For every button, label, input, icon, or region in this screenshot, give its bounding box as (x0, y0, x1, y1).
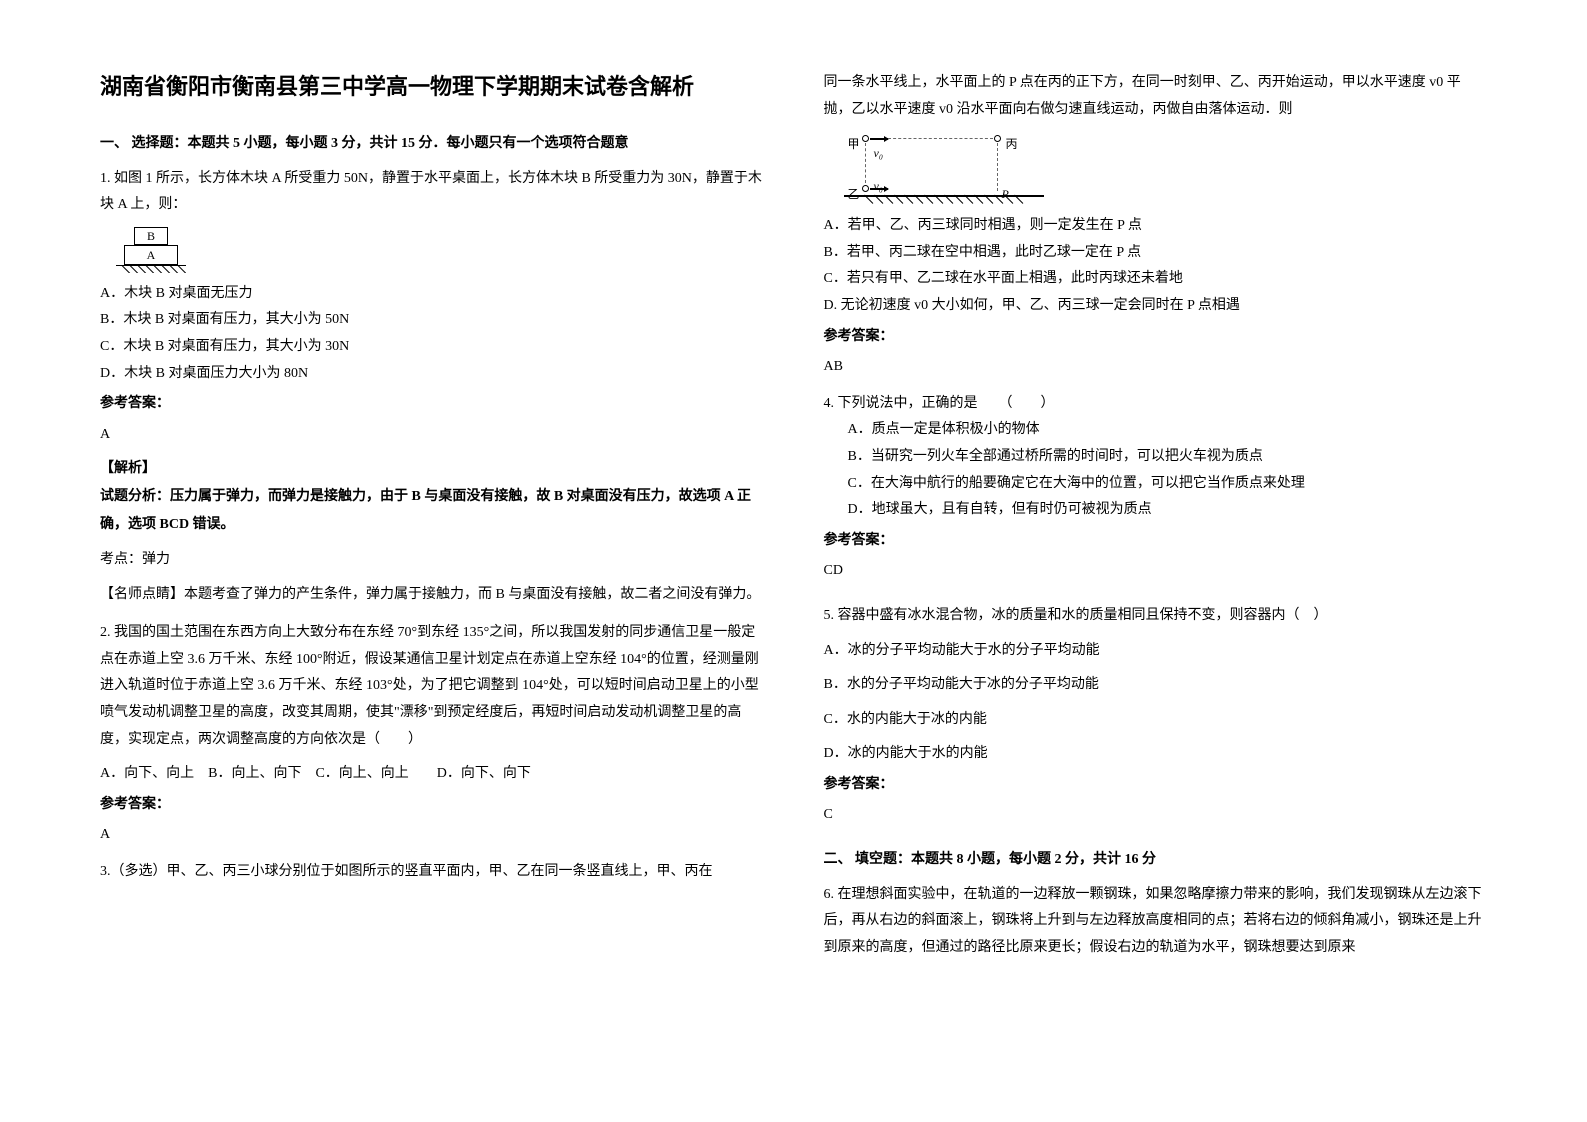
q5-answer-label: 参考答案： (824, 772, 1488, 799)
q4-option-d: D．地球虽大，且有自转，但有时仍可被视为质点 (824, 497, 1488, 524)
q4-option-b: B．当研究一列火车全部通过桥所需的时间时，可以把火车视为质点 (824, 444, 1488, 471)
q1-point: 考点：弹力 (100, 547, 764, 574)
right-column: 同一条水平线上，水平面上的 P 点在丙的正下方，在同一时刻甲、乙、丙开始运动，甲… (824, 70, 1488, 1082)
q3-option-a: A．若甲、乙、丙三球同时相遇，则一定发生在 P 点 (824, 213, 1488, 240)
question-3-intro: 3.（多选）甲、乙、丙三小球分别位于如图所示的竖直平面内，甲、乙在同一条竖直线上… (100, 859, 764, 886)
label-jia: 甲 (848, 133, 860, 156)
q2-answer-label: 参考答案： (100, 792, 764, 819)
q3-answer-label: 参考答案： (824, 324, 1488, 351)
label-bing: 丙 (1006, 133, 1018, 156)
question-4: 4. 下列说法中，正确的是 （ ） A．质点一定是体积极小的物体 B．当研究一列… (824, 391, 1488, 591)
q1-option-a: A．木块 B 对桌面无压力 (100, 281, 764, 308)
q3-intro: 3.（多选）甲、乙、丙三小球分别位于如图所示的竖直平面内，甲、乙在同一条竖直线上… (100, 859, 764, 886)
dashed-vertical-right (997, 143, 998, 191)
point-jia (862, 135, 869, 142)
q4-answer: CD (824, 558, 1488, 585)
dashed-vertical-left (865, 143, 866, 183)
q1-teacher-note: 【名师点睛】本题考查了弹力的产生条件，弹力属于接触力，而 B 与桌面没有接触，故… (100, 582, 764, 609)
question-6: 6. 在理想斜面实验中，在轨道的一边释放一颗钢珠，如果忽略摩擦力带来的影响，我们… (824, 882, 1488, 962)
q5-text: 5. 容器中盛有冰水混合物，冰的质量和水的质量相同且保持不变，则容器内（ ） (824, 603, 1488, 630)
q3-diagram: 甲 v₀ 丙 乙 v₀ P (844, 133, 1044, 203)
q5-answer: C (824, 802, 1488, 829)
section-2-header: 二、 填空题：本题共 8 小题，每小题 2 分，共计 16 分 (824, 847, 1488, 874)
q5-option-d: D．冰的内能大于水的内能 (824, 741, 1488, 768)
q3-option-b: B．若甲、丙二球在空中相遇，此时乙球一定在 P 点 (824, 240, 1488, 267)
q4-answer-label: 参考答案： (824, 528, 1488, 555)
q3-option-d: D. 无论初速度 v0 大小如何，甲、乙、丙三球一定会同时在 P 点相遇 (824, 293, 1488, 320)
q3-cont: 同一条水平线上，水平面上的 P 点在丙的正下方，在同一时刻甲、乙、丙开始运动，甲… (824, 70, 1488, 123)
q1-option-d: D．木块 B 对桌面压力大小为 80N (100, 361, 764, 388)
q1-analysis-text: 试题分析：压力属于弹力，而弹力是接触力，由于 B 与桌面没有接触，故 B 对桌面… (100, 483, 764, 539)
label-v0-1: v₀ (874, 142, 884, 165)
q4-text: 4. 下列说法中，正确的是 （ ） (824, 391, 1488, 418)
ground-right (844, 195, 1044, 203)
question-1: 1. 如图 1 所示，长方体木块 A 所受重力 50N，静置于水平桌面上，长方体… (100, 166, 764, 609)
question-2: 2. 我国的国土范围在东西方向上大致分布在东经 70°到东经 135°之间，所以… (100, 620, 764, 855)
q1-option-c: C．木块 B 对桌面有压力，其大小为 30N (100, 334, 764, 361)
q5-option-c: C．水的内能大于冰的内能 (824, 707, 1488, 734)
point-bing (994, 135, 1001, 142)
block-b: B (134, 227, 168, 245)
q2-text: 2. 我国的国土范围在东西方向上大致分布在东经 70°到东经 135°之间，所以… (100, 620, 764, 753)
q1-analysis-label: 【解析】 (100, 456, 764, 483)
q4-option-c: C．在大海中航行的船要确定它在大海中的位置，可以把它当作质点来处理 (824, 471, 1488, 498)
q2-answer: A (100, 822, 764, 849)
point-yi (862, 185, 869, 192)
document-title: 湖南省衡阳市衡南县第三中学高一物理下学期期末试卷含解析 (100, 70, 764, 103)
q2-options: A．向下、向上 B．向上、向下 C．向上、向上 D．向下、向下 (100, 761, 764, 788)
q1-diagram: B A (116, 227, 186, 273)
q6-text: 6. 在理想斜面实验中，在轨道的一边释放一颗钢珠，如果忽略摩擦力带来的影响，我们… (824, 882, 1488, 962)
question-3-cont: 同一条水平线上，水平面上的 P 点在丙的正下方，在同一时刻甲、乙、丙开始运动，甲… (824, 70, 1488, 387)
left-column: 湖南省衡阳市衡南县第三中学高一物理下学期期末试卷含解析 一、 选择题：本题共 5… (100, 70, 764, 1082)
q3-option-c: C．若只有甲、乙二球在水平面上相遇，此时丙球还未着地 (824, 266, 1488, 293)
arrow-jia (870, 138, 888, 140)
q1-option-b: B．木块 B 对桌面有压力，其大小为 50N (100, 307, 764, 334)
q1-answer: A (100, 422, 764, 449)
q5-option-a: A．冰的分子平均动能大于水的分子平均动能 (824, 638, 1488, 665)
ground-surface (116, 265, 186, 273)
q5-option-b: B．水的分子平均动能大于冰的分子平均动能 (824, 672, 1488, 699)
q1-answer-label: 参考答案： (100, 391, 764, 418)
q4-option-a: A．质点一定是体积极小的物体 (824, 417, 1488, 444)
block-a: A (124, 245, 178, 265)
q1-text: 1. 如图 1 所示，长方体木块 A 所受重力 50N，静置于水平桌面上，长方体… (100, 166, 764, 219)
question-5: 5. 容器中盛有冰水混合物，冰的质量和水的质量相同且保持不变，则容器内（ ） A… (824, 595, 1488, 835)
section-1-header: 一、 选择题：本题共 5 小题，每小题 3 分，共计 15 分．每小题只有一个选… (100, 131, 764, 158)
dashed-horizontal (888, 138, 993, 139)
q3-answer: AB (824, 354, 1488, 381)
